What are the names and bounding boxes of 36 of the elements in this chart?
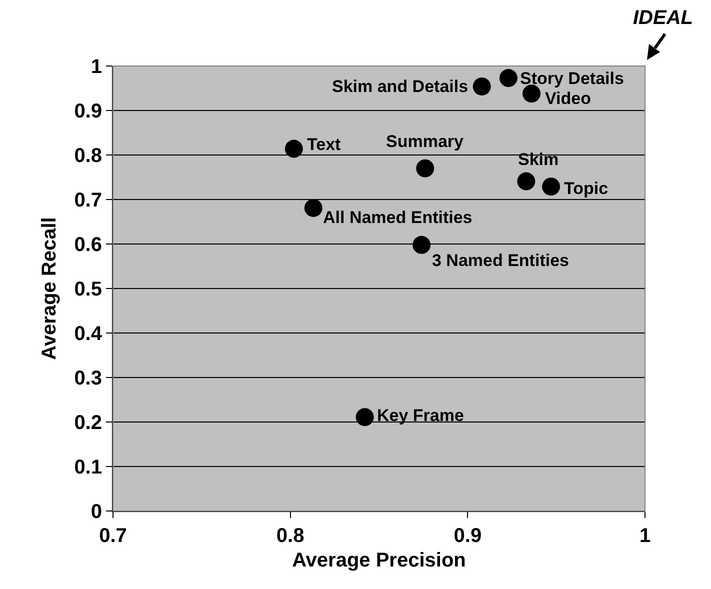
y-tick-label: 0.8 [74, 145, 102, 167]
y-tick-label: 0.2 [74, 412, 102, 434]
series-label: 3 Named Entities [432, 251, 569, 270]
y-tick-label: 0.9 [74, 100, 102, 122]
y-tick-label: 0.6 [74, 234, 102, 256]
x-tick-label: 1 [639, 525, 651, 547]
point [517, 172, 536, 190]
series-label: Key Frame [377, 406, 464, 425]
y-tick-label: 0.4 [74, 323, 103, 345]
series-label: Skim [518, 150, 559, 169]
point [412, 236, 431, 254]
point [304, 198, 322, 217]
series-label: Topic [564, 179, 608, 198]
series-label: Text [307, 135, 342, 154]
series-label: Skim and Details [332, 77, 468, 96]
point [284, 140, 303, 158]
point [416, 159, 434, 178]
text: IDEAL [633, 7, 693, 29]
series-label: Summary [386, 132, 464, 151]
point [472, 77, 491, 96]
y-tick-label: 0.3 [74, 368, 102, 390]
y-tick-label: 0 [90, 501, 102, 523]
x-tick-label: 0.9 [454, 525, 482, 547]
series-label: All Named Entities [323, 208, 472, 227]
series-label: Story Details [520, 69, 624, 88]
y-axis-title: Average Recall [38, 217, 61, 360]
y-tick-label: 0.5 [74, 278, 102, 300]
series-label: Video [545, 89, 591, 108]
y-tick-label: 0.7 [74, 190, 102, 212]
point [356, 408, 374, 426]
point [542, 178, 560, 196]
y-tick-label: 0.1 [74, 456, 102, 478]
x-tick-label: 0.8 [276, 525, 304, 547]
point [499, 69, 518, 87]
y-tick-label: 1 [90, 56, 102, 78]
x-axis-title: Average Precision [292, 550, 466, 572]
